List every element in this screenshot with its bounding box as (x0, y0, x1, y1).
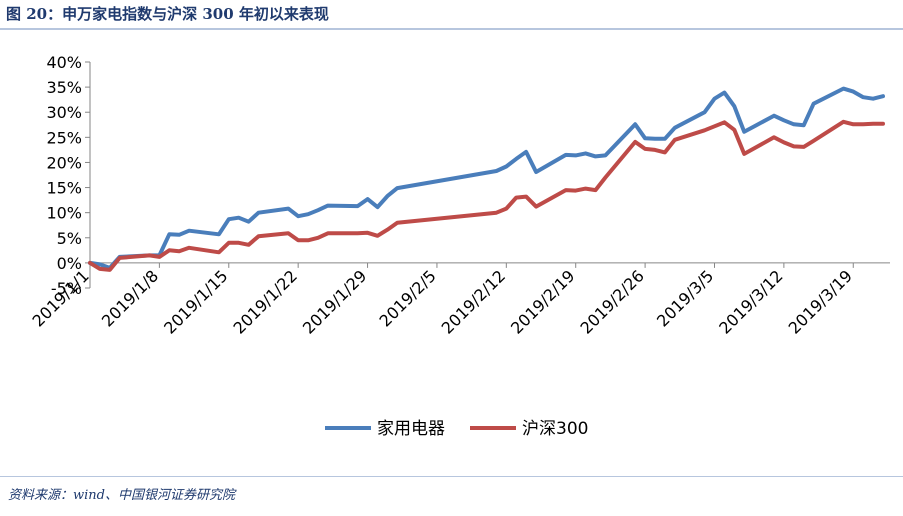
y-tick-label: 40% (46, 53, 82, 72)
y-tick-label: 5% (57, 229, 82, 248)
series-line-2 (88, 119, 885, 272)
x-tick-label: 2019/2/26 (576, 266, 647, 337)
figure-title: 图 20：申万家电指数与沪深 300 年初以来表现 (6, 5, 329, 23)
x-axis: 2019/1/1 2019/1/82019/1/152019/1/222019/1… (29, 262, 890, 338)
x-tick-label: 2019/1/8 (98, 266, 162, 330)
series-layer (88, 86, 885, 272)
y-tick-label: 30% (46, 103, 82, 122)
y-tick-label: 10% (46, 204, 82, 223)
y-tick-label: 0% (57, 254, 82, 273)
y-tick-label: -5% (51, 279, 82, 298)
x-tick-label: 2019/2/12 (438, 266, 509, 337)
x-tick-label: 2019/2/5 (376, 266, 440, 330)
source-divider (0, 476, 903, 477)
x-tick-label: 2019/1/22 (230, 266, 301, 337)
x-tick-label: 2019/1/1 (29, 266, 93, 330)
series-line-1 (88, 86, 885, 270)
line-chart: -5%0%5%10%15%20%25%30%35%40% 2019/1/1 201… (29, 53, 890, 439)
x-tick-label: 2019/3/19 (785, 266, 856, 337)
y-tick-label: 35% (46, 78, 82, 97)
legend-label-2: 沪深300 (522, 419, 588, 439)
source-note: 资料来源：wind、中国银河证券研究院 (8, 488, 235, 503)
x-tick-label: 2019/3/5 (653, 266, 717, 330)
y-tick-label: 20% (46, 153, 82, 172)
x-tick-label: 2019/3/12 (715, 266, 786, 337)
y-tick-label: 25% (46, 128, 82, 147)
x-tick-label: 2019/1/15 (160, 266, 231, 337)
legend: 家用电器 沪深300 (325, 419, 588, 439)
y-tick-label: 15% (46, 179, 82, 198)
x-tick-label: 2019/1/29 (299, 266, 370, 337)
title-divider (0, 28, 903, 30)
x-tick-label: 2019/2/19 (507, 266, 578, 337)
legend-label-1: 家用电器 (377, 419, 445, 439)
y-axis: -5% 0% 5% 10% 15% 20% 25% 30% 35% 40% (46, 53, 91, 298)
